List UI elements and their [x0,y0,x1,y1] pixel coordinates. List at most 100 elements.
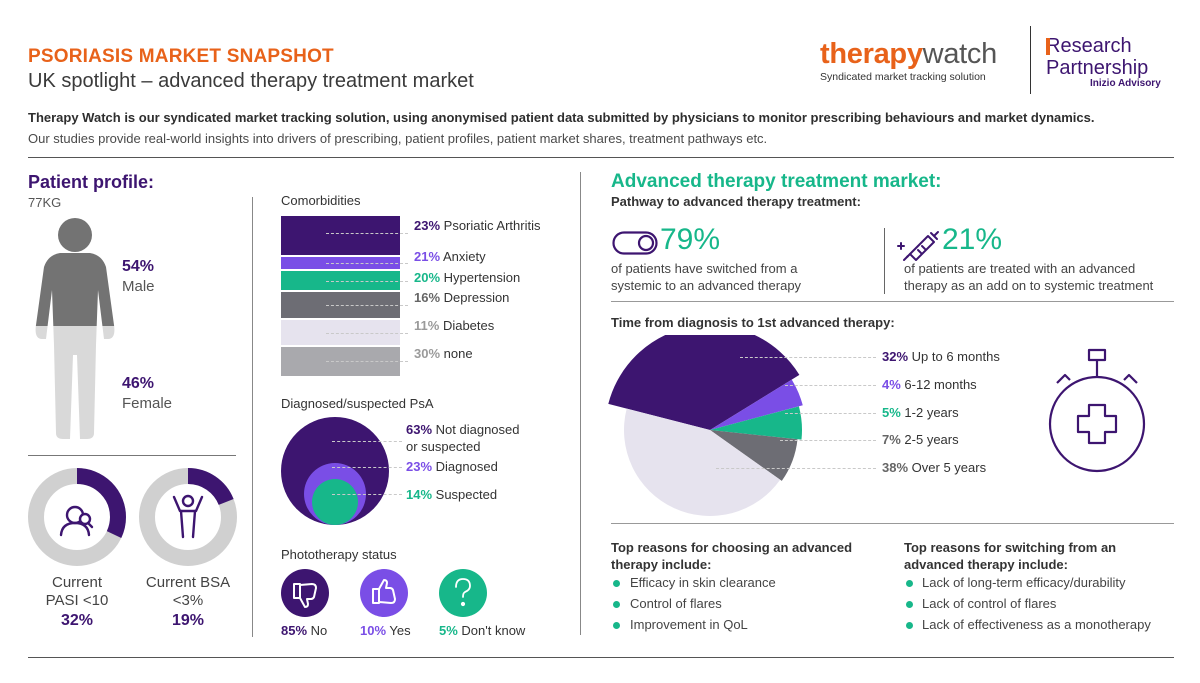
psa-label-diagnosed: 23% Diagnosed [406,459,498,474]
bsa-label-line2: <3% [172,592,204,609]
phototherapy-no-circle [281,569,329,617]
choose-reason-item: Improvement in QoL [630,617,748,632]
choose-reasons-heading: Top reasons for choosing an advanced the… [611,540,853,572]
pasi-label: Current PASI <10 [27,574,127,610]
pie-slice [608,335,800,430]
leader-line [326,263,408,264]
comorbidities-heading: Comorbidities [281,193,361,208]
comorbidity-bar-psa [281,216,400,255]
pie-label-1: 4% 6-12 months [882,377,977,392]
bsa-label: Current BSA <3% [133,574,243,610]
leader-line [326,281,408,282]
body-surface-icon [172,494,204,539]
switch-pct: 79% [660,223,721,256]
bsa-pct: 19% [171,612,205,629]
bullet [906,580,913,587]
comorbidity-label-none: 30% none [414,346,473,361]
pathway-bottom-divider [611,301,1174,302]
leader-line [716,468,876,469]
time-heading: Time from diagnosis to 1st advanced ther… [611,315,895,330]
pie-slice [710,406,802,440]
phototherapy-label-dontknow: 5% Don't know [439,623,526,638]
leader-line [332,494,402,495]
leader-line [740,357,876,358]
rp-logo-mark [1046,38,1050,55]
header-divider [28,157,1174,158]
leader-line [785,385,876,386]
bsa-label-line1: Current BSA [145,574,231,591]
pie-slice [624,408,781,516]
thumbs-up-icon [372,579,396,604]
column-divider-2 [580,172,581,635]
leader-line [326,361,408,362]
bullet [613,580,620,587]
comorbidity-bar-hypertension [281,271,400,290]
patient-profile-heading: Patient profile: [28,172,155,192]
therapywatch-logo: therapywatch [820,38,997,71]
psa-label-not-diagnosed: 63% Not diagnosed or suspected [406,422,520,454]
psa-nested-circles [281,417,389,525]
logo-text-watch: watch [922,38,998,70]
pie-label-3: 7% 2-5 years [882,432,959,447]
comorbidity-label-psa: 23% Psoriatic Arthritis [414,218,541,233]
pathway-divider [884,228,885,294]
phototherapy-dontknow-circle [439,569,487,617]
psa-label-suspected: 14% Suspected [406,487,498,502]
switch-text: of patients have switched from a systemi… [611,261,802,293]
pasi-label-line1: Current [51,574,103,591]
time-pie-chart [608,335,803,516]
male-label: Male [122,278,155,295]
syringe-icon [897,231,939,262]
addon-pct: 21% [942,223,1003,256]
logo-text-therapy: therapy [820,38,923,70]
leader-line [326,305,408,306]
page-title: PSORIASIS MARKET SNAPSHOT [28,46,334,67]
pasi-pct: 32% [60,612,94,629]
page-subtitle: UK spotlight – advanced therapy treatmen… [28,70,474,92]
leader-line [332,441,402,442]
pasi-donut [28,468,126,566]
pathway-heading: Pathway to advanced therapy treatment: [611,194,861,209]
female-pct: 46% [122,375,155,392]
profile-divider [28,455,236,456]
comorbidity-label-hypertension: 20% Hypertension [414,270,521,285]
switch-reason-item: Lack of long-term efficacy/durability [922,575,1126,590]
male-pct: 54% [122,258,155,275]
comorbidity-bar-diabetes [281,320,400,345]
thumbs-down-icon [293,583,317,608]
intro-text: Our studies provide real-world insights … [28,131,768,146]
bullet [906,601,913,608]
phototherapy-label-no: 85% No [281,623,328,638]
female-label: Female [122,395,173,412]
leader-line [332,467,402,468]
leader-line [780,440,876,441]
footer-divider [28,657,1174,658]
switch-toggle-icon [612,231,658,255]
phototherapy-heading: Phototherapy status [281,547,397,562]
weight-value: 77KG [28,195,62,210]
switch-reason-item: Lack of effectiveness as a monotherapy [922,617,1151,632]
body-silhouette-icon [35,218,115,439]
comorbidity-label-anxiety: 21% Anxiety [414,249,486,264]
leader-line [326,233,408,234]
phototherapy-label-yes: 10% Yes [360,623,411,638]
choose-reason-item: Efficacy in skin clearance [630,575,776,590]
bullet [613,622,620,629]
comorbidity-label-diabetes: 11% Diabetes [414,318,495,333]
intro-bold-text: Therapy Watch is our syndicated market t… [28,110,1095,125]
question-icon [455,578,471,607]
dermatologist-icon [59,505,94,537]
rp-logo-line1: Research [1046,35,1132,57]
rp-logo-line2: Partnership [1046,57,1149,79]
comorbidity-label-depression: 16% Depression [414,290,510,305]
bullet [613,601,620,608]
reasons-divider [611,523,1174,524]
column-divider-1 [252,197,253,637]
therapywatch-tagline: Syndicated market tracking solution [820,71,986,83]
rp-logo-line3: Inizio Advisory [1090,78,1161,89]
bsa-donut [139,468,237,566]
pie-slice [710,379,803,430]
choose-reason-item: Control of flares [630,596,722,611]
psa-circle-suspected [312,479,358,525]
addon-text: of patients are treated with an advanced… [904,261,1154,293]
